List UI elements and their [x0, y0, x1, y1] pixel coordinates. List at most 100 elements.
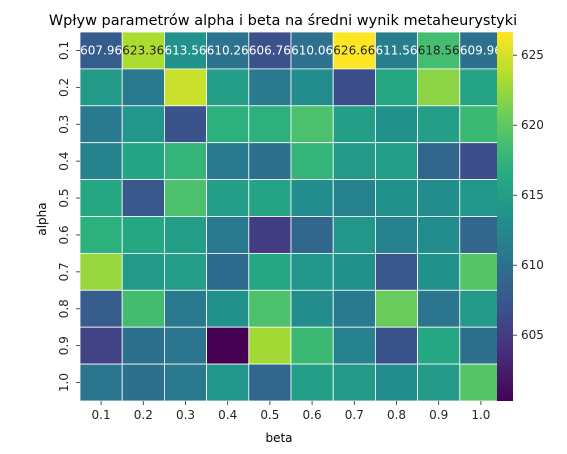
heatmap-cell	[79, 326, 123, 365]
heatmap-cell	[121, 105, 165, 144]
heatmap-cell	[206, 179, 250, 217]
heatmap-cell	[374, 105, 418, 144]
x-tick-label: 0.8	[387, 408, 406, 422]
y-tick-label: 0.4	[57, 152, 71, 171]
heatmap-cell	[79, 31, 123, 70]
heatmap-cell	[417, 142, 461, 180]
x-tick-label: 0.9	[429, 408, 448, 422]
colorbar-tick-label: 620	[521, 118, 544, 132]
heatmap-cell	[417, 363, 461, 402]
cell-annotation: 611.56	[376, 43, 418, 57]
colorbar-tick-label: 605	[521, 328, 544, 342]
heatmap-cell	[163, 105, 207, 144]
y-axis-ticks: 0.1 0.2 0.3 0.4 0.5 0.6 0.7 0.8 0.9 1.0	[57, 41, 80, 392]
heatmap-cell	[163, 68, 207, 107]
heatmap-cell	[459, 216, 503, 254]
heatmap-cell	[248, 179, 292, 217]
heatmap-cell	[121, 179, 165, 217]
heatmap-cell	[459, 142, 503, 180]
x-tick-label: 0.1	[92, 408, 111, 422]
heatmap-cell	[374, 68, 418, 107]
heatmap-cell	[206, 105, 250, 144]
heatmap-cell	[332, 105, 376, 144]
colorbar-tick-label: 625	[521, 48, 544, 62]
heatmap-cell	[206, 289, 250, 328]
heatmap-cell	[163, 179, 207, 217]
colorbar-tick-label: 610	[521, 258, 544, 272]
heatmap-cell	[290, 68, 334, 107]
x-tick-label: 0.7	[345, 408, 364, 422]
heatmap-cell	[459, 68, 503, 107]
heatmap-cell	[206, 363, 250, 402]
heatmap-cell	[163, 326, 207, 365]
heatmap-cell	[121, 363, 165, 402]
y-tick-label: 0.1	[57, 41, 71, 60]
heatmap-cell	[121, 289, 165, 328]
y-tick-label: 1.0	[57, 373, 71, 392]
x-tick-label: 0.5	[260, 408, 279, 422]
cell-annotation: 613.56	[165, 43, 207, 57]
cell-annotation: 607.96	[80, 43, 122, 57]
cell-annotation: 623.36	[122, 43, 164, 57]
heatmap-cell	[459, 31, 503, 70]
heatmap-cell	[374, 31, 418, 70]
heatmap-cell	[79, 105, 123, 144]
heatmap-cell	[332, 216, 376, 254]
heatmap-cell	[79, 179, 123, 217]
heatmap-cell	[290, 179, 334, 217]
heatmap-cell	[248, 142, 292, 180]
heatmap-cell	[332, 252, 376, 291]
heatmap-cell	[206, 252, 250, 291]
heatmap-cell	[374, 252, 418, 291]
heatmap-cell	[206, 68, 250, 107]
y-tick-label: 0.8	[57, 299, 71, 318]
heatmap-cell	[121, 326, 165, 365]
cell-annotations: 607.96 623.36 613.56 610.26 606.76 610.06 626.…	[80, 43, 502, 57]
heatmap-cell	[374, 289, 418, 328]
heatmap-cell	[121, 68, 165, 107]
cell-annotation: 618.56	[418, 43, 460, 57]
heatmap-cell	[459, 179, 503, 217]
heatmap-cell	[374, 179, 418, 217]
heatmap-cell	[332, 68, 376, 107]
heatmap-cell	[332, 179, 376, 217]
heatmap-cell	[290, 289, 334, 328]
heatmap-cell	[248, 68, 292, 107]
heatmap-cell	[290, 31, 334, 70]
x-axis-label: beta	[265, 431, 292, 445]
heatmap-cell	[290, 252, 334, 291]
heatmap-cell	[290, 326, 334, 365]
heatmap-cell	[459, 289, 503, 328]
heatmap-cell	[163, 363, 207, 402]
cell-annotation: 610.06	[291, 43, 333, 57]
heatmap-cell	[417, 252, 461, 291]
x-tick-label: 0.4	[218, 408, 237, 422]
heatmap-cell	[290, 216, 334, 254]
y-tick-label: 0.5	[57, 189, 71, 208]
heatmap-cell	[332, 326, 376, 365]
heatmap-cell	[417, 326, 461, 365]
y-tick-label: 0.2	[57, 78, 71, 97]
heatmap-cell	[121, 216, 165, 254]
heatmap-cell	[374, 142, 418, 180]
x-tick-label: 0.2	[134, 408, 153, 422]
heatmap-cell	[206, 142, 250, 180]
heatmap-cell	[79, 68, 123, 107]
heatmap-cell	[163, 142, 207, 180]
heatmap-cell	[248, 363, 292, 402]
heatmap-cell	[459, 363, 503, 402]
heatmap-cell	[459, 105, 503, 144]
heatmap-cell	[290, 142, 334, 180]
heatmap-cell	[248, 252, 292, 291]
heatmap-cell	[417, 216, 461, 254]
heatmap-cell	[417, 179, 461, 217]
x-tick-label: 0.6	[303, 408, 322, 422]
cell-annotation: 610.26	[207, 43, 249, 57]
heatmap-cell	[417, 289, 461, 328]
heatmap-cell	[248, 105, 292, 144]
cell-annotation: 609.96	[460, 43, 502, 57]
heatmap-cell	[459, 326, 503, 365]
heatmap-cell	[374, 326, 418, 365]
heatmap-cell	[290, 105, 334, 144]
